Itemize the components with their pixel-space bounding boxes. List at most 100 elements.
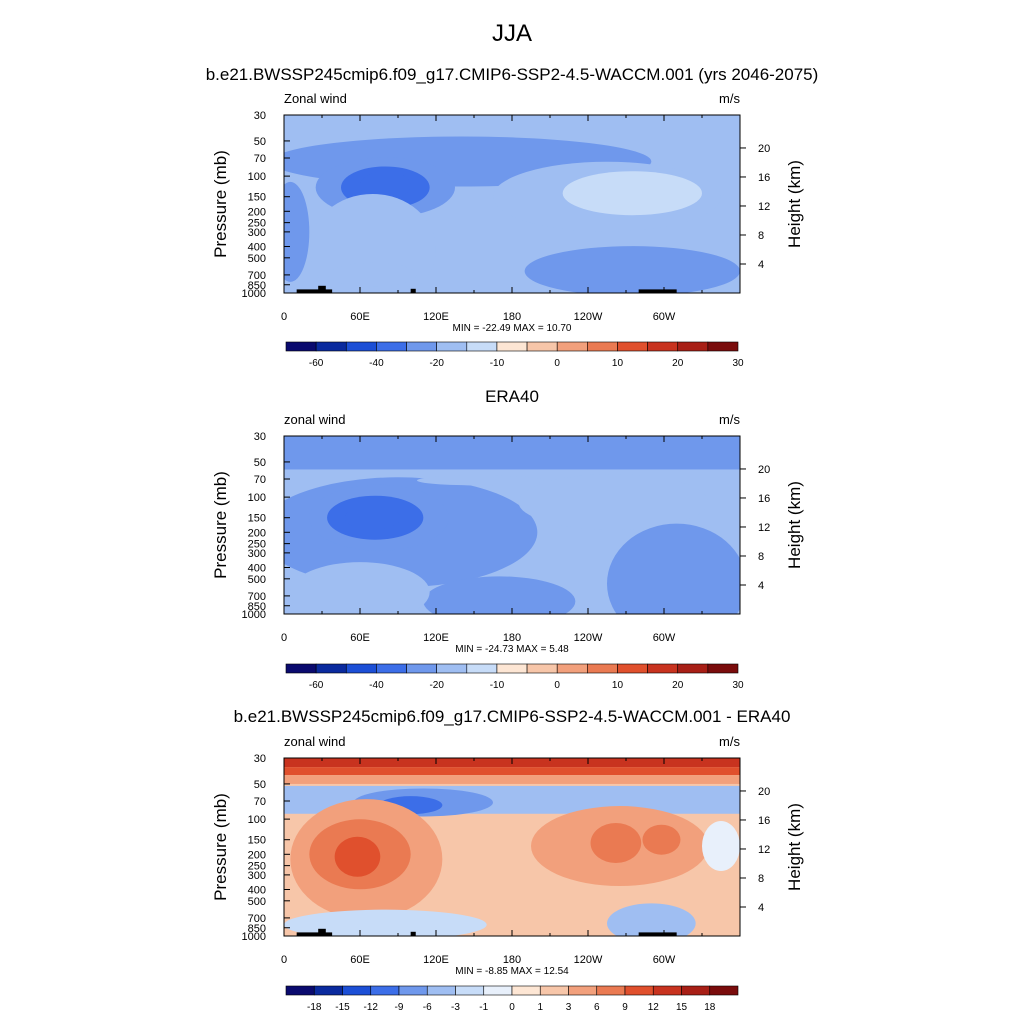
pressure-tick-label: 1000: [242, 288, 266, 300]
colorbar-swatch: [707, 663, 739, 674]
colorbar-swatch: [624, 985, 654, 996]
height-tick-label: 12: [758, 522, 770, 534]
lon-tick-label: 60E: [350, 954, 370, 966]
field-band: [284, 767, 740, 776]
colorbar-swatch: [466, 341, 498, 352]
pressure-tick-label: 30: [254, 110, 266, 122]
colorbar-swatch: [677, 341, 709, 352]
height-tick-label: 20: [758, 464, 770, 476]
colorbar-swatch: [556, 341, 588, 352]
colorbar-label: -60: [309, 358, 324, 369]
colorbar-swatch: [496, 663, 528, 674]
pressure-tick-label: 50: [254, 457, 266, 469]
height-tick-label: 20: [758, 143, 770, 155]
colorbar-swatch: [526, 341, 558, 352]
topography: [638, 289, 677, 293]
colorbar-swatch: [647, 663, 679, 674]
lon-tick-label: 60W: [653, 632, 676, 644]
topography: [318, 285, 326, 293]
panel-title: b.e21.BWSSP245cmip6.f09_g17.CMIP6-SSP2-4…: [206, 65, 819, 84]
pressure-tick-label: 30: [254, 753, 266, 765]
lon-tick-label: 60W: [653, 311, 676, 323]
colorbar-label: -40: [369, 680, 384, 691]
colorbar-label: 18: [704, 1002, 716, 1013]
colorbar-label: -6: [423, 1002, 432, 1013]
lon-tick-label: 180: [503, 632, 521, 644]
pressure-tick-label: 1000: [242, 609, 266, 621]
colorbar-label: 12: [648, 1002, 660, 1013]
pressure-tick-label: 100: [248, 492, 266, 504]
colorbar-label: 20: [672, 680, 684, 691]
colorbar-swatch: [466, 663, 498, 674]
topography: [296, 289, 333, 293]
field-contour: [642, 824, 681, 855]
y-axis-label: Pressure (mb): [211, 471, 230, 579]
lon-tick-label: 0: [281, 311, 287, 323]
y-axis-label-right: Height (km): [785, 481, 804, 569]
field-contour: [284, 909, 487, 936]
pressure-tick-label: 70: [254, 796, 266, 808]
colorbar-swatch: [436, 341, 468, 352]
units-label: m/s: [719, 412, 740, 427]
colorbar-swatch: [436, 663, 468, 674]
topography: [318, 928, 326, 936]
colorbar-swatch: [596, 985, 626, 996]
lon-tick-label: 120E: [423, 954, 449, 966]
pressure-tick-label: 70: [254, 474, 266, 486]
pressure-tick-label: 30: [254, 431, 266, 443]
field-contour: [642, 189, 673, 200]
y-axis-label: Pressure (mb): [211, 793, 230, 901]
colorbar-label: -3: [451, 1002, 460, 1013]
pressure-tick-label: 400: [248, 241, 266, 253]
colorbar-swatch: [285, 341, 317, 352]
colorbar-label: 20: [672, 358, 684, 369]
pressure-tick-label: 250: [248, 539, 266, 551]
colorbar-label: 0: [554, 680, 560, 691]
field-contour: [702, 821, 740, 872]
colorbar-swatch: [652, 985, 682, 996]
colorbar-swatch: [370, 985, 400, 996]
y-axis-label-right: Height (km): [785, 803, 804, 891]
contour-field: [284, 758, 740, 936]
height-tick-label: 16: [758, 815, 770, 827]
colorbar-label: -20: [429, 680, 444, 691]
lon-tick-label: 120W: [574, 954, 603, 966]
colorbar-label: -9: [395, 1002, 404, 1013]
colorbar-swatch: [587, 341, 618, 352]
variable-label: zonal wind: [284, 412, 345, 427]
lon-tick-label: 0: [281, 954, 287, 966]
pressure-tick-label: 200: [248, 206, 266, 218]
colorbar-label: -1: [479, 1002, 488, 1013]
colorbar-swatch: [285, 663, 317, 674]
variable-label: zonal wind: [284, 734, 345, 749]
colorbar-swatch: [568, 985, 598, 996]
variable-label: Zonal wind: [284, 91, 347, 106]
colorbar-label: 10: [612, 680, 624, 691]
pressure-tick-label: 700: [248, 270, 266, 282]
pressure-tick-label: 150: [248, 513, 266, 525]
colorbar-swatch: [681, 985, 711, 996]
panel-title: ERA40: [485, 387, 539, 406]
pressure-tick-label: 200: [248, 849, 266, 861]
pressure-tick-label: 150: [248, 192, 266, 204]
field-contour: [334, 836, 381, 877]
colorbar-label: 3: [566, 1002, 572, 1013]
height-tick-label: 8: [758, 551, 764, 563]
units-label: m/s: [719, 734, 740, 749]
lon-tick-label: 60W: [653, 954, 676, 966]
pressure-tick-label: 1000: [242, 931, 266, 943]
field-contour: [344, 505, 401, 530]
colorbar-swatch: [496, 341, 528, 352]
contour-field: [284, 436, 740, 614]
min-max-stats: MIN = -22.49 MAX = 10.70: [453, 323, 572, 334]
colorbar-swatch: [315, 341, 347, 352]
lon-tick-label: 120W: [574, 311, 603, 323]
pressure-tick-label: 200: [248, 527, 266, 539]
pressure-tick-label: 500: [248, 574, 266, 586]
colorbar-label: -18: [307, 1002, 322, 1013]
colorbar-swatch: [406, 341, 437, 352]
colorbar-swatch: [406, 663, 437, 674]
colorbar-label: 0: [509, 1002, 515, 1013]
lon-tick-label: 120E: [423, 632, 449, 644]
field-contour: [284, 181, 310, 282]
